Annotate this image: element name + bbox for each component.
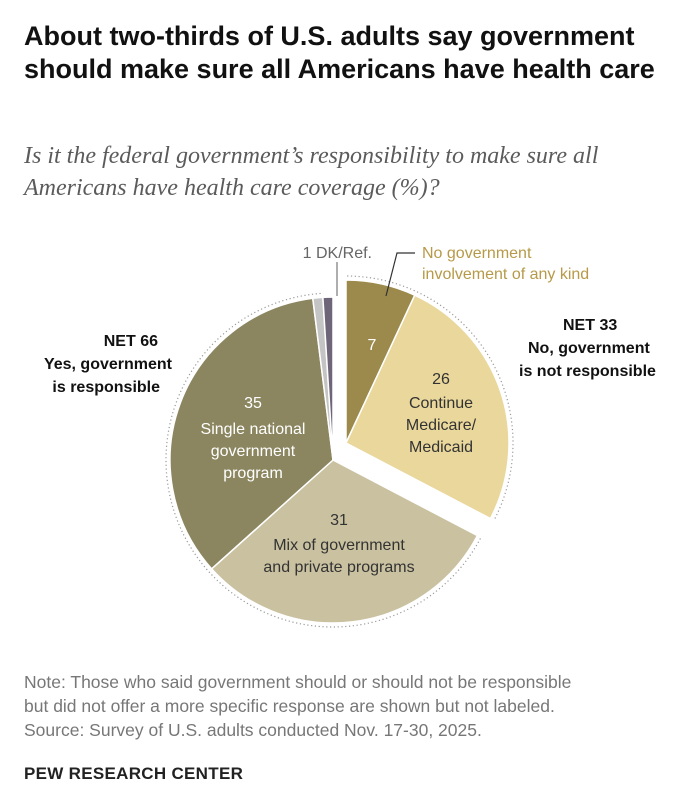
chart-title: About two-thirds of U.S. adults say gove… (24, 21, 655, 84)
medicare-label-line2: Medicare/ (406, 417, 477, 434)
net-yes-group-label: NET 66 Yes, government is responsible (44, 333, 173, 396)
mix-label-line1: Mix of government (273, 537, 405, 554)
publisher-logo-text: PEW RESEARCH CENTER (24, 764, 244, 783)
slice-continue-medicare (345, 294, 510, 520)
mix-slice-labels: 31 Mix of government and private program… (263, 512, 414, 576)
no-involvement-leader-line (385, 252, 415, 297)
chart-subtitle: Is it the federal government’s responsib… (24, 143, 599, 201)
mix-label-line2: and private programs (263, 559, 414, 576)
note-line-1: Note: Those who said government should o… (24, 672, 572, 692)
dotted-outline-rings (165, 275, 514, 628)
medicare-label-line1: Continue (409, 395, 473, 412)
single-label-line1: Single national (201, 421, 306, 438)
single-label-line3: program (223, 465, 283, 482)
net-no-line1: No, government (528, 340, 650, 357)
net-yes-line1: Yes, government (44, 356, 173, 373)
slice-dk-ref (322, 296, 334, 461)
net-yes-title: NET 66 (104, 333, 158, 350)
value-label-26: 26 (432, 371, 450, 388)
medicare-label-line3: Medicaid (409, 439, 473, 456)
source-line: Source: Survey of U.S. adults conducted … (24, 720, 482, 740)
net-no-title: NET 33 (563, 317, 617, 334)
no-involvement-label-line2: involvement of any kind (422, 266, 589, 283)
slice-single-program (169, 297, 334, 570)
chart-note: Note: Those who said government should o… (24, 670, 684, 742)
net-yes-dotted-outline (165, 292, 481, 628)
single-label-line2: government (211, 443, 296, 460)
pie-slices (169, 279, 510, 624)
single-program-slice-labels: 35 Single national government program (201, 395, 306, 482)
no-involvement-label-line1: No government (422, 245, 532, 262)
dk-label: 1 DK/Ref. (303, 245, 372, 262)
note-line-2: but did not offer a more specific respon… (24, 696, 555, 716)
value-label-7: 7 (368, 337, 377, 354)
net-yes-line2: is responsible (52, 379, 160, 396)
net-no-group-label: NET 33 No, government is not responsible (519, 317, 656, 380)
net-no-line2: is not responsible (519, 363, 656, 380)
value-label-35: 35 (244, 395, 262, 412)
net-no-dotted-outline (347, 275, 514, 520)
slice-mix-programs (210, 459, 479, 624)
value-label-31: 31 (330, 512, 348, 529)
medicare-slice-labels: 26 Continue Medicare/ Medicaid (406, 371, 477, 456)
